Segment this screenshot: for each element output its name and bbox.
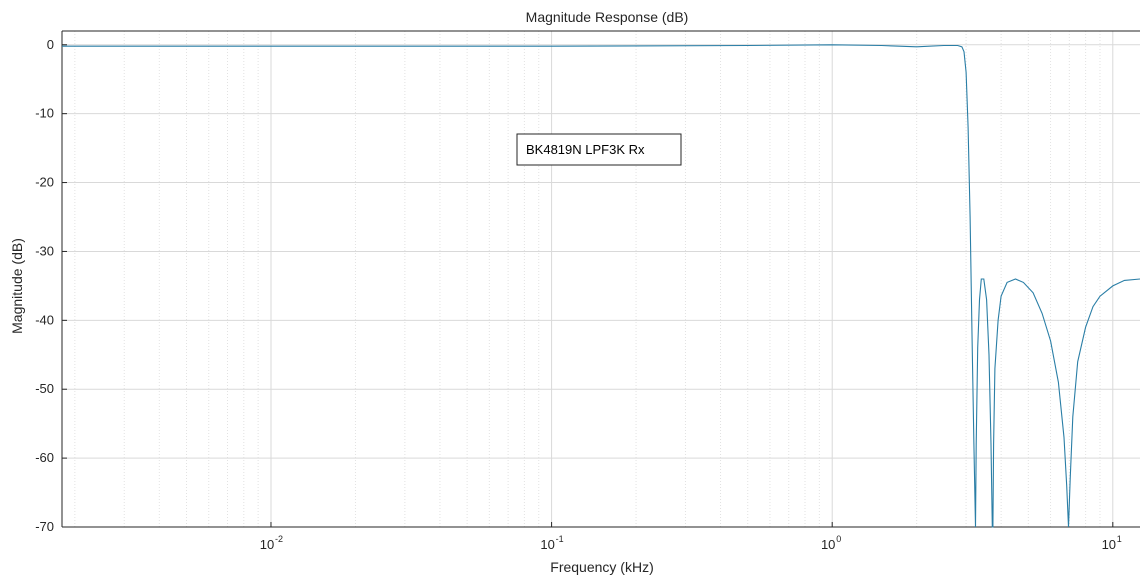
x-tick-exponent: -1 xyxy=(556,534,564,544)
y-tick-label: -30 xyxy=(35,243,54,258)
x-tick-base: 10 xyxy=(540,537,554,552)
x-tick-exponent: -2 xyxy=(275,534,283,544)
y-tick-label: -40 xyxy=(35,312,54,327)
y-tick-label: -20 xyxy=(35,175,54,190)
annotation-frame xyxy=(516,133,682,166)
y-tick-label: -60 xyxy=(35,450,54,465)
chart-title: Magnitude Response (dB) xyxy=(526,9,689,25)
x-tick-exponent: 0 xyxy=(836,534,841,544)
y-axis-label: Magnitude (dB) xyxy=(9,238,25,334)
x-axis-label: Frequency (kHz) xyxy=(550,559,653,575)
magnitude-response-line xyxy=(62,44,1140,528)
x-tick-label: 10 0 xyxy=(821,534,841,552)
x-tick-label: 10 1 xyxy=(1102,534,1122,552)
x-tick-exponent: 1 xyxy=(1117,534,1122,544)
y-tick-label: -10 xyxy=(35,106,54,121)
x-tick-base: 10 xyxy=(1102,537,1116,552)
plot-area xyxy=(62,31,1140,527)
x-tick-label: 10 -2 xyxy=(260,534,283,552)
plot-frame xyxy=(61,30,1140,528)
y-tick-label: 0 xyxy=(47,37,54,52)
y-tick-label: -50 xyxy=(35,381,54,396)
x-tick-label: 10 -1 xyxy=(540,534,563,552)
annotation-text: BK4819N LPF3K Rx xyxy=(526,142,645,157)
annotation-box: BK4819N LPF3K Rx xyxy=(516,133,682,166)
data-series xyxy=(62,44,1140,528)
x-tick-base: 10 xyxy=(260,537,274,552)
y-tick-label: -70 xyxy=(35,519,54,534)
x-tick-base: 10 xyxy=(821,537,835,552)
